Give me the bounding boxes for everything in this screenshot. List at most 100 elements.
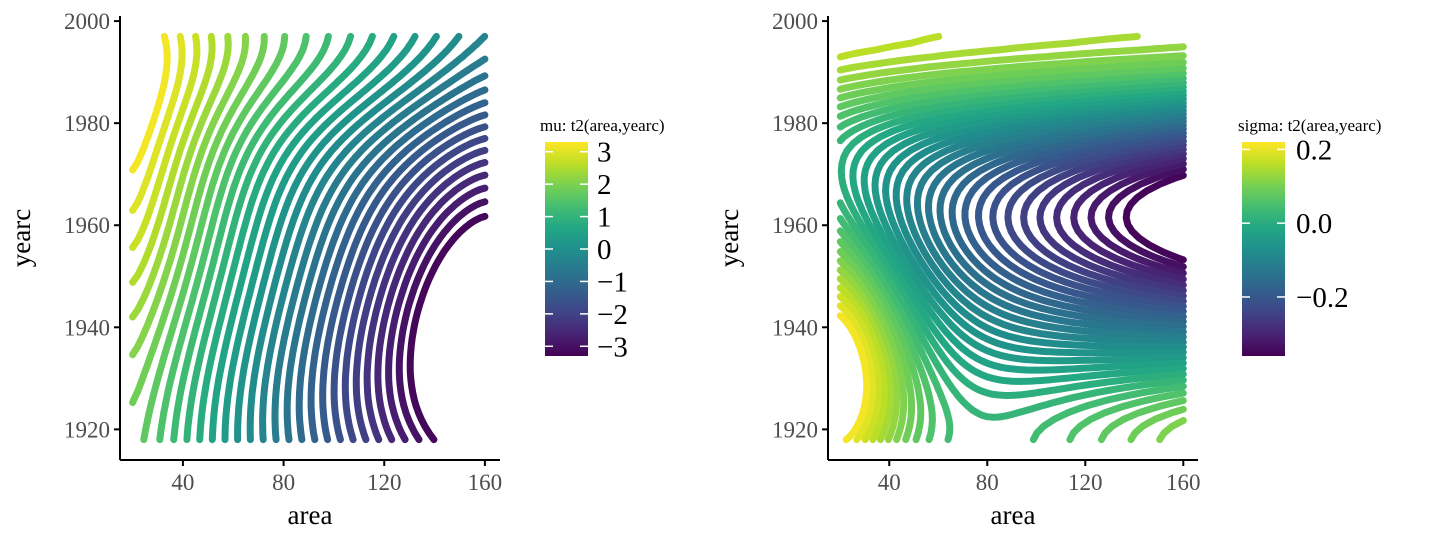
contour-line xyxy=(1036,145,1187,294)
chart-panel-mu: 40 80 120 16019201940196019802000areayearcm… xyxy=(6,9,665,530)
contour-line xyxy=(903,106,1187,346)
contour-line xyxy=(330,123,489,444)
contour-line xyxy=(129,32,201,251)
contour-line xyxy=(259,32,489,444)
contour-line xyxy=(936,118,1187,331)
contour-line xyxy=(836,52,1187,444)
contour-line xyxy=(129,32,249,359)
legend-tick-label: −1 xyxy=(597,266,628,298)
contour-line xyxy=(196,32,376,444)
contour-line xyxy=(319,111,489,444)
y-tick-label: 1980 xyxy=(64,111,110,136)
x-tick-label: 80 xyxy=(976,470,999,495)
contour-line xyxy=(836,58,1187,444)
x-tick-label: 120 xyxy=(1068,470,1103,495)
legend-tick-label: −0.2 xyxy=(1296,282,1349,314)
contour-line xyxy=(295,86,489,444)
contour-line xyxy=(307,99,489,444)
y-tick-label: 1920 xyxy=(64,417,110,442)
contour-line xyxy=(183,32,355,444)
contour-line xyxy=(913,110,1187,341)
contour-line xyxy=(836,64,1187,444)
legend-title: mu: t2(area,yearc) xyxy=(540,116,665,135)
contour-line xyxy=(836,32,1141,444)
x-tick-label: 160 xyxy=(1166,470,1201,495)
y-tick-label: 1940 xyxy=(772,315,818,340)
contour-line xyxy=(989,133,1187,310)
y-axis-label: yearc xyxy=(6,209,36,267)
contour-line xyxy=(836,79,1187,421)
contour-line xyxy=(271,55,489,444)
contour-line xyxy=(129,32,232,321)
y-tick-label: 1960 xyxy=(772,213,818,238)
x-tick-label: 40 xyxy=(878,470,901,495)
contour-line xyxy=(234,32,440,444)
contour-line xyxy=(352,146,489,444)
contour-line xyxy=(836,293,882,444)
contour-line xyxy=(129,32,216,286)
colorbar-legend: sigma: t2(area,yearc)0.2 0.0 −0.2 xyxy=(1238,116,1381,356)
x-tick-label: 80 xyxy=(272,470,295,495)
contour-line xyxy=(948,121,1187,326)
y-tick-label: 1940 xyxy=(64,315,110,340)
contour-line xyxy=(208,32,398,444)
x-tick-label: 120 xyxy=(367,470,402,495)
contour-line xyxy=(1105,165,1187,271)
legend-tick-label: 0.2 xyxy=(1296,134,1332,166)
contour-line xyxy=(341,135,489,444)
contour-lines xyxy=(129,32,489,444)
x-axis-label: area xyxy=(991,500,1036,530)
legend-tick-label: −3 xyxy=(597,331,628,363)
contour-line xyxy=(961,125,1187,321)
contour-line xyxy=(1053,150,1187,289)
contour-line xyxy=(395,198,489,444)
contour-line xyxy=(385,184,489,444)
contour-lines xyxy=(836,32,1187,444)
y-tick-label: 1920 xyxy=(772,417,818,442)
colorbar xyxy=(1242,142,1285,356)
contour-line xyxy=(129,32,171,174)
contour-line xyxy=(156,32,310,444)
chart-panel-sigma: 40 80 120 160 1920 1940 1960 1980 2000 area yearc s… xyxy=(714,9,1381,530)
contour-line xyxy=(363,159,489,444)
legend-tick-label: 0 xyxy=(597,234,612,266)
y-tick-label: 1960 xyxy=(64,213,110,238)
contour-line xyxy=(374,171,489,444)
contour-line xyxy=(1004,137,1187,305)
contour-line xyxy=(836,32,943,444)
contour-line xyxy=(129,32,186,214)
legend-title: sigma: t2(area,yearc) xyxy=(1238,116,1381,135)
contour-line xyxy=(871,95,1187,365)
contour-line xyxy=(882,99,1187,357)
y-tick-label: 2000 xyxy=(772,9,818,34)
contour-line xyxy=(892,103,1187,351)
contour-line xyxy=(1070,155,1187,283)
contour-line xyxy=(836,302,876,444)
x-tick-label: 40 xyxy=(171,470,194,495)
contour-line xyxy=(221,32,419,444)
contour-line xyxy=(129,32,268,407)
contour-line xyxy=(849,87,1187,385)
legend-tick-label: 2 xyxy=(597,169,612,201)
contour-line xyxy=(837,83,1187,399)
contour-line xyxy=(836,43,1187,444)
legend-tick-label: 3 xyxy=(597,137,612,169)
contour-line xyxy=(925,114,1187,336)
y-tick-label: 1980 xyxy=(772,111,818,136)
legend-tick-label: 0.0 xyxy=(1296,208,1332,240)
contour-line xyxy=(1087,160,1187,277)
contour-line xyxy=(836,69,1187,444)
x-axis-label: area xyxy=(288,500,333,530)
legend-tick-label: 1 xyxy=(597,202,612,234)
legend-tick-label: −2 xyxy=(597,299,628,331)
contour-line xyxy=(170,32,332,444)
contour-line xyxy=(140,32,289,444)
contour-line xyxy=(1122,171,1187,264)
y-axis-label: yearc xyxy=(714,209,744,267)
x-tick-label: 160 xyxy=(468,470,503,495)
contour-line xyxy=(860,91,1187,374)
contour-line xyxy=(836,74,1187,444)
